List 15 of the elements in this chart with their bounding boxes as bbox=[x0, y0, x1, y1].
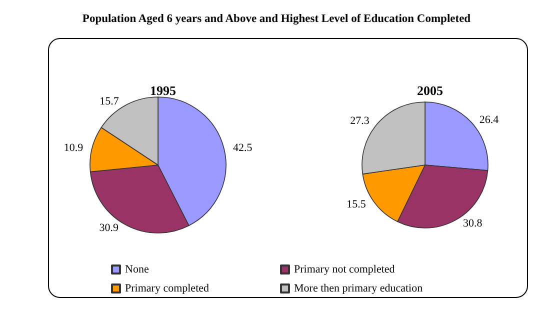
slice-label: 2005 bbox=[417, 83, 444, 98]
legend-label: Primary completed bbox=[125, 282, 210, 294]
legend-label: More then primary education bbox=[294, 282, 424, 294]
data-label: 10.9 bbox=[64, 142, 84, 154]
data-label: 15.7 bbox=[100, 96, 120, 108]
data-label: 30.8 bbox=[463, 217, 483, 230]
slice-label: 1995 bbox=[150, 83, 176, 98]
legend-label: None bbox=[125, 264, 149, 276]
data-label: 42.5 bbox=[233, 142, 253, 154]
data-label: 26.4 bbox=[479, 114, 500, 126]
data-label: 15.5 bbox=[346, 198, 366, 211]
data-label: 30.9 bbox=[99, 222, 120, 234]
chart-title: Population Aged 6 years and Above and Highest Level of Education Completed bbox=[82, 13, 472, 25]
legend-label: Primary not completed bbox=[294, 264, 396, 276]
data-label: 27.3 bbox=[350, 115, 370, 128]
